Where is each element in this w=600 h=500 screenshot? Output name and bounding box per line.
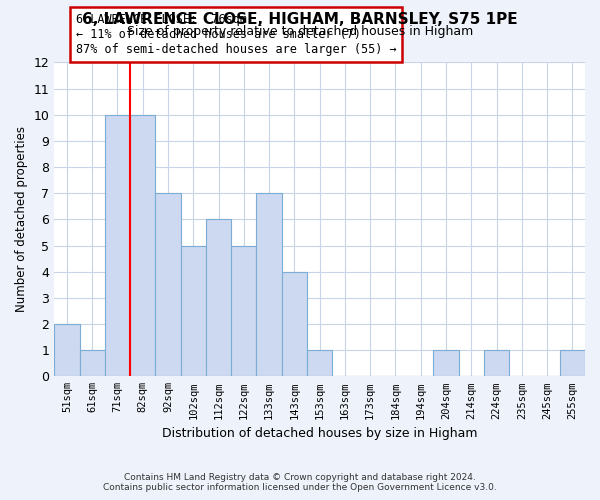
Bar bbox=[181, 246, 206, 376]
Text: 6 LAWRENCE CLOSE:  76sqm
← 11% of detached houses are smaller (7)
87% of semi-de: 6 LAWRENCE CLOSE: 76sqm ← 11% of detache… bbox=[76, 13, 396, 56]
Bar bbox=[560, 350, 585, 376]
Bar bbox=[206, 220, 231, 376]
Text: Size of property relative to detached houses in Higham: Size of property relative to detached ho… bbox=[127, 25, 473, 38]
Bar bbox=[433, 350, 458, 376]
Bar bbox=[130, 115, 155, 376]
Bar bbox=[484, 350, 509, 376]
Bar bbox=[282, 272, 307, 376]
Bar bbox=[256, 194, 282, 376]
X-axis label: Distribution of detached houses by size in Higham: Distribution of detached houses by size … bbox=[162, 427, 478, 440]
Text: 6, LAWRENCE CLOSE, HIGHAM, BARNSLEY, S75 1PE: 6, LAWRENCE CLOSE, HIGHAM, BARNSLEY, S75… bbox=[82, 12, 518, 28]
Bar bbox=[80, 350, 105, 376]
Bar bbox=[54, 324, 80, 376]
Bar bbox=[105, 115, 130, 376]
Bar bbox=[231, 246, 256, 376]
Text: Contains HM Land Registry data © Crown copyright and database right 2024.
Contai: Contains HM Land Registry data © Crown c… bbox=[103, 473, 497, 492]
Y-axis label: Number of detached properties: Number of detached properties bbox=[15, 126, 28, 312]
Bar bbox=[307, 350, 332, 376]
Bar bbox=[155, 194, 181, 376]
